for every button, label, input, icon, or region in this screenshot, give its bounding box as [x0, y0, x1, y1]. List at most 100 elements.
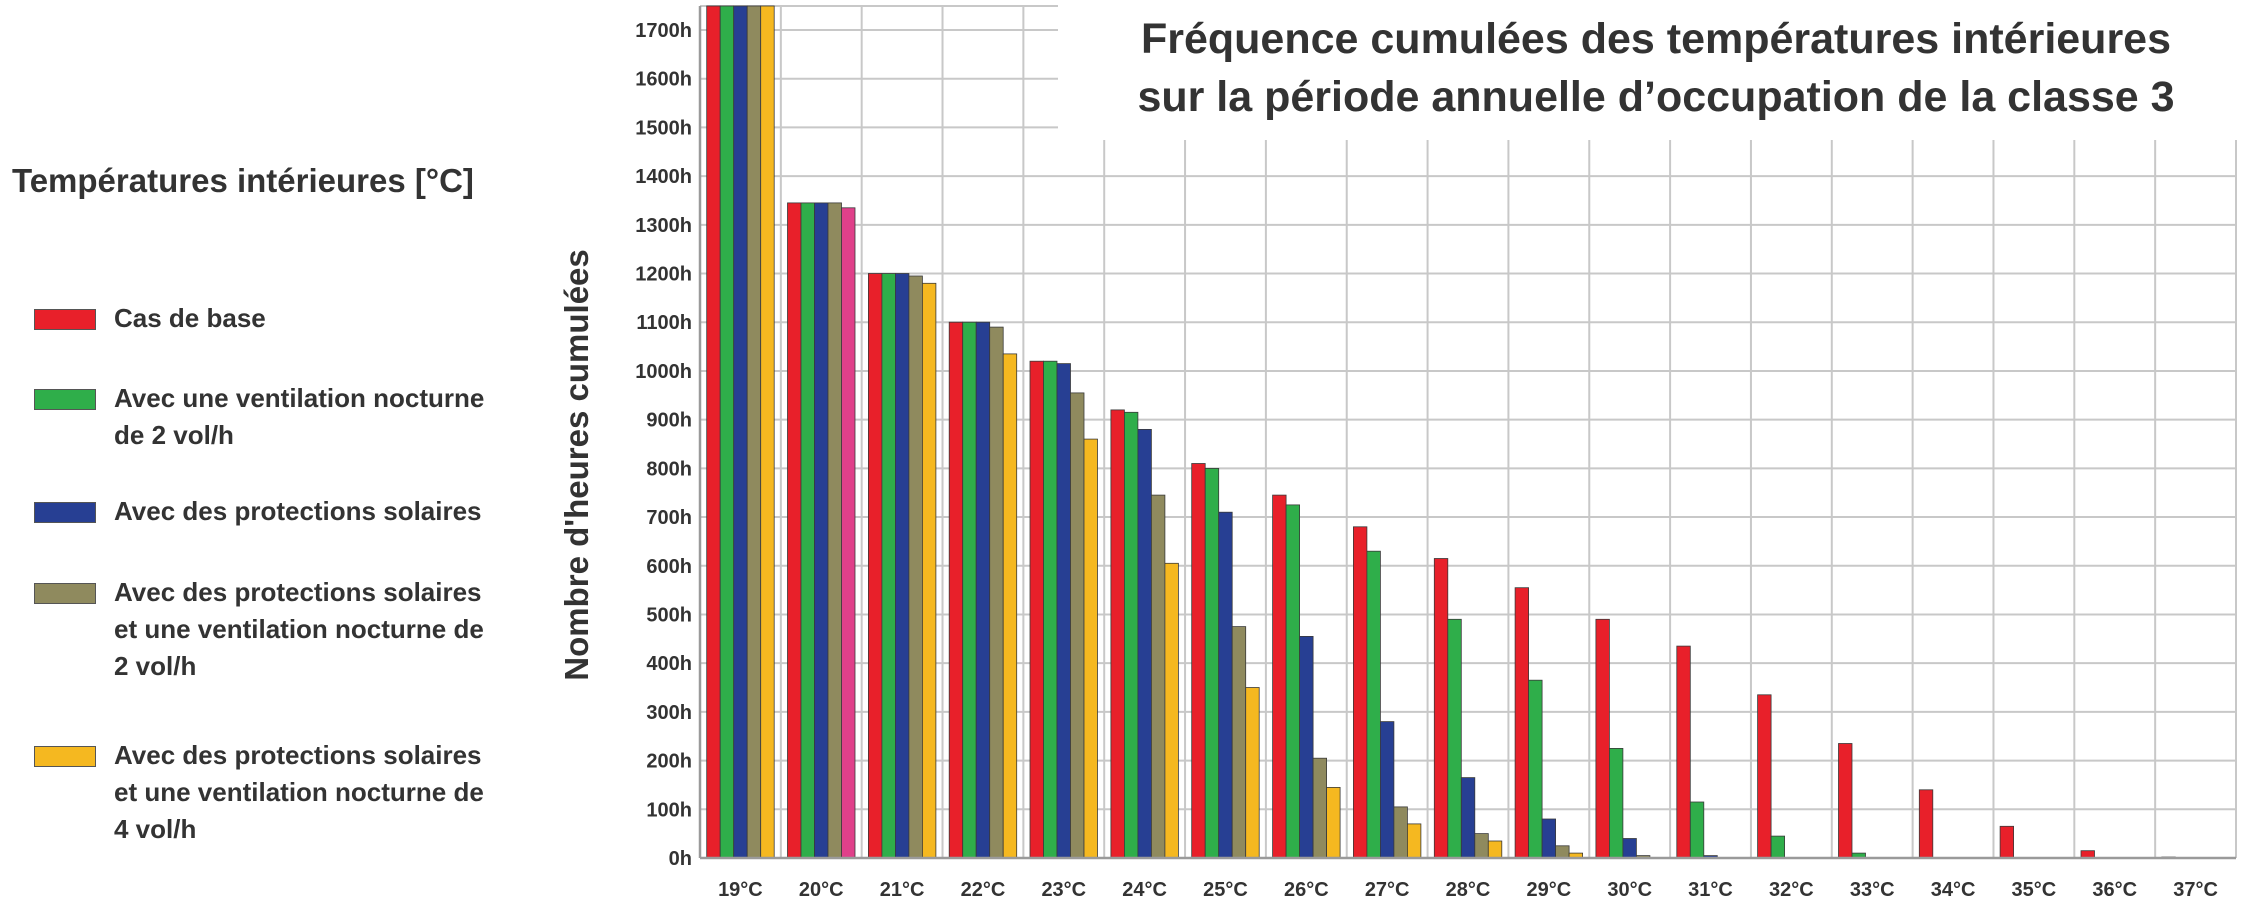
bar [895, 273, 910, 859]
bar [1407, 823, 1422, 859]
bar [1541, 818, 1556, 859]
x-tick-label: 20°C [799, 879, 844, 901]
bars [706, 5, 2176, 859]
x-tick-label: 24°C [1122, 879, 1167, 901]
y-tick-label: 1600h [635, 69, 692, 91]
bar [989, 326, 1004, 859]
bar [1029, 360, 1044, 859]
bar [746, 5, 762, 859]
axes [698, 6, 2236, 860]
bar [1191, 463, 1206, 859]
legend-label: Avec des protections solaires et une ven… [114, 577, 484, 681]
bar [1002, 353, 1018, 859]
y-tick-label: 500h [646, 604, 692, 626]
y-tick-label: 1700h [635, 20, 692, 42]
chart-title: Fréquence cumulées des températures inté… [1058, 0, 2254, 140]
bar [1070, 392, 1085, 859]
bar [1056, 363, 1071, 859]
y-tick-label: 600h [646, 556, 692, 578]
bar [1366, 550, 1381, 859]
y-tick-label: 1200h [635, 264, 692, 286]
bar [1595, 618, 1610, 859]
legend-label: Avec des protections solaires et une ven… [114, 740, 484, 844]
bar [1528, 679, 1543, 859]
bar [1043, 360, 1058, 859]
bar [922, 282, 937, 859]
bar [908, 275, 923, 859]
x-tick-label: 27°C [1365, 879, 1410, 901]
bar [1285, 504, 1300, 859]
x-tick-label: 31°C [1688, 879, 1733, 901]
legend-title: Températures intérieures [°C] [12, 162, 474, 199]
bar [868, 273, 883, 859]
legend-label: Cas de base [114, 303, 266, 333]
chart-title-line-2: sur la période annuelle d’occupation de … [1137, 73, 2175, 121]
bar [1622, 838, 1637, 859]
x-tick-label: 28°C [1446, 879, 1491, 901]
bar [1164, 562, 1179, 859]
bar [1689, 801, 1705, 859]
y-tick-label: 800h [646, 458, 692, 480]
bar [1231, 626, 1247, 859]
legend-swatch [34, 583, 96, 604]
bar [1204, 467, 1220, 859]
bar [814, 202, 829, 859]
bar [1272, 494, 1287, 859]
y-tick-label: 1400h [635, 166, 692, 188]
bar [1460, 777, 1476, 859]
x-tick-label: 37°C [2173, 879, 2218, 901]
bar [1447, 618, 1462, 859]
bar [1999, 825, 2014, 859]
y-tick-label: 400h [646, 653, 692, 675]
y-tick-label: 200h [646, 751, 692, 773]
bar [1555, 845, 1570, 859]
bar [1433, 558, 1449, 859]
x-tick-label: 33°C [1850, 879, 1895, 901]
y-tick-label: 1100h [636, 312, 692, 334]
bar [800, 202, 815, 859]
bar [975, 321, 991, 859]
bar [706, 5, 721, 859]
bar [841, 207, 856, 859]
bar [948, 321, 964, 859]
legend-swatch [34, 746, 96, 767]
x-tick-label: 25°C [1203, 879, 1248, 901]
y-tick-label: 1300h [635, 215, 692, 237]
x-tick-label: 21°C [880, 879, 925, 901]
y-tick-label: 100h [646, 799, 692, 821]
x-tick-label: 35°C [2012, 879, 2057, 901]
bar [1380, 721, 1395, 859]
y-tick-label: 900h [646, 410, 692, 432]
chart-title-line-1: Fréquence cumulées des températures inté… [1140, 15, 2172, 63]
x-tick-label: 34°C [1931, 879, 1976, 901]
bar [1110, 409, 1125, 859]
bar [1838, 743, 1853, 859]
x-tick-label: 19°C [718, 879, 763, 901]
bar [1151, 494, 1166, 859]
legend-swatch [34, 389, 96, 410]
bar [1770, 835, 1785, 859]
x-tick-label: 30°C [1607, 879, 1652, 901]
y-tick-label: 0h [669, 848, 692, 870]
bar [787, 202, 802, 859]
y-tick-label: 1500h [635, 117, 692, 139]
bar [719, 5, 735, 859]
bar [1218, 511, 1233, 859]
legend-swatch [34, 502, 96, 523]
bar [1676, 645, 1691, 859]
legend-label: Avec une ventilation nocturne de 2 vol/h [114, 383, 485, 450]
bar [962, 321, 977, 859]
x-tick-label: 22°C [961, 879, 1006, 901]
bar [1326, 787, 1341, 859]
bar [1312, 757, 1327, 859]
bar [1083, 438, 1098, 859]
x-tick-label: 23°C [1041, 879, 1086, 901]
y-tick-label: 1000h [635, 361, 692, 383]
bar [827, 202, 842, 859]
x-tick-labels: 19°C 20°C 21°C 22°C 23°C 24°C 25°C 26°C 27°C 28°C… [718, 879, 2218, 901]
bar [1474, 833, 1489, 859]
legend-swatch [34, 309, 96, 330]
bar [1487, 840, 1503, 859]
x-tick-label: 26°C [1284, 879, 1329, 901]
